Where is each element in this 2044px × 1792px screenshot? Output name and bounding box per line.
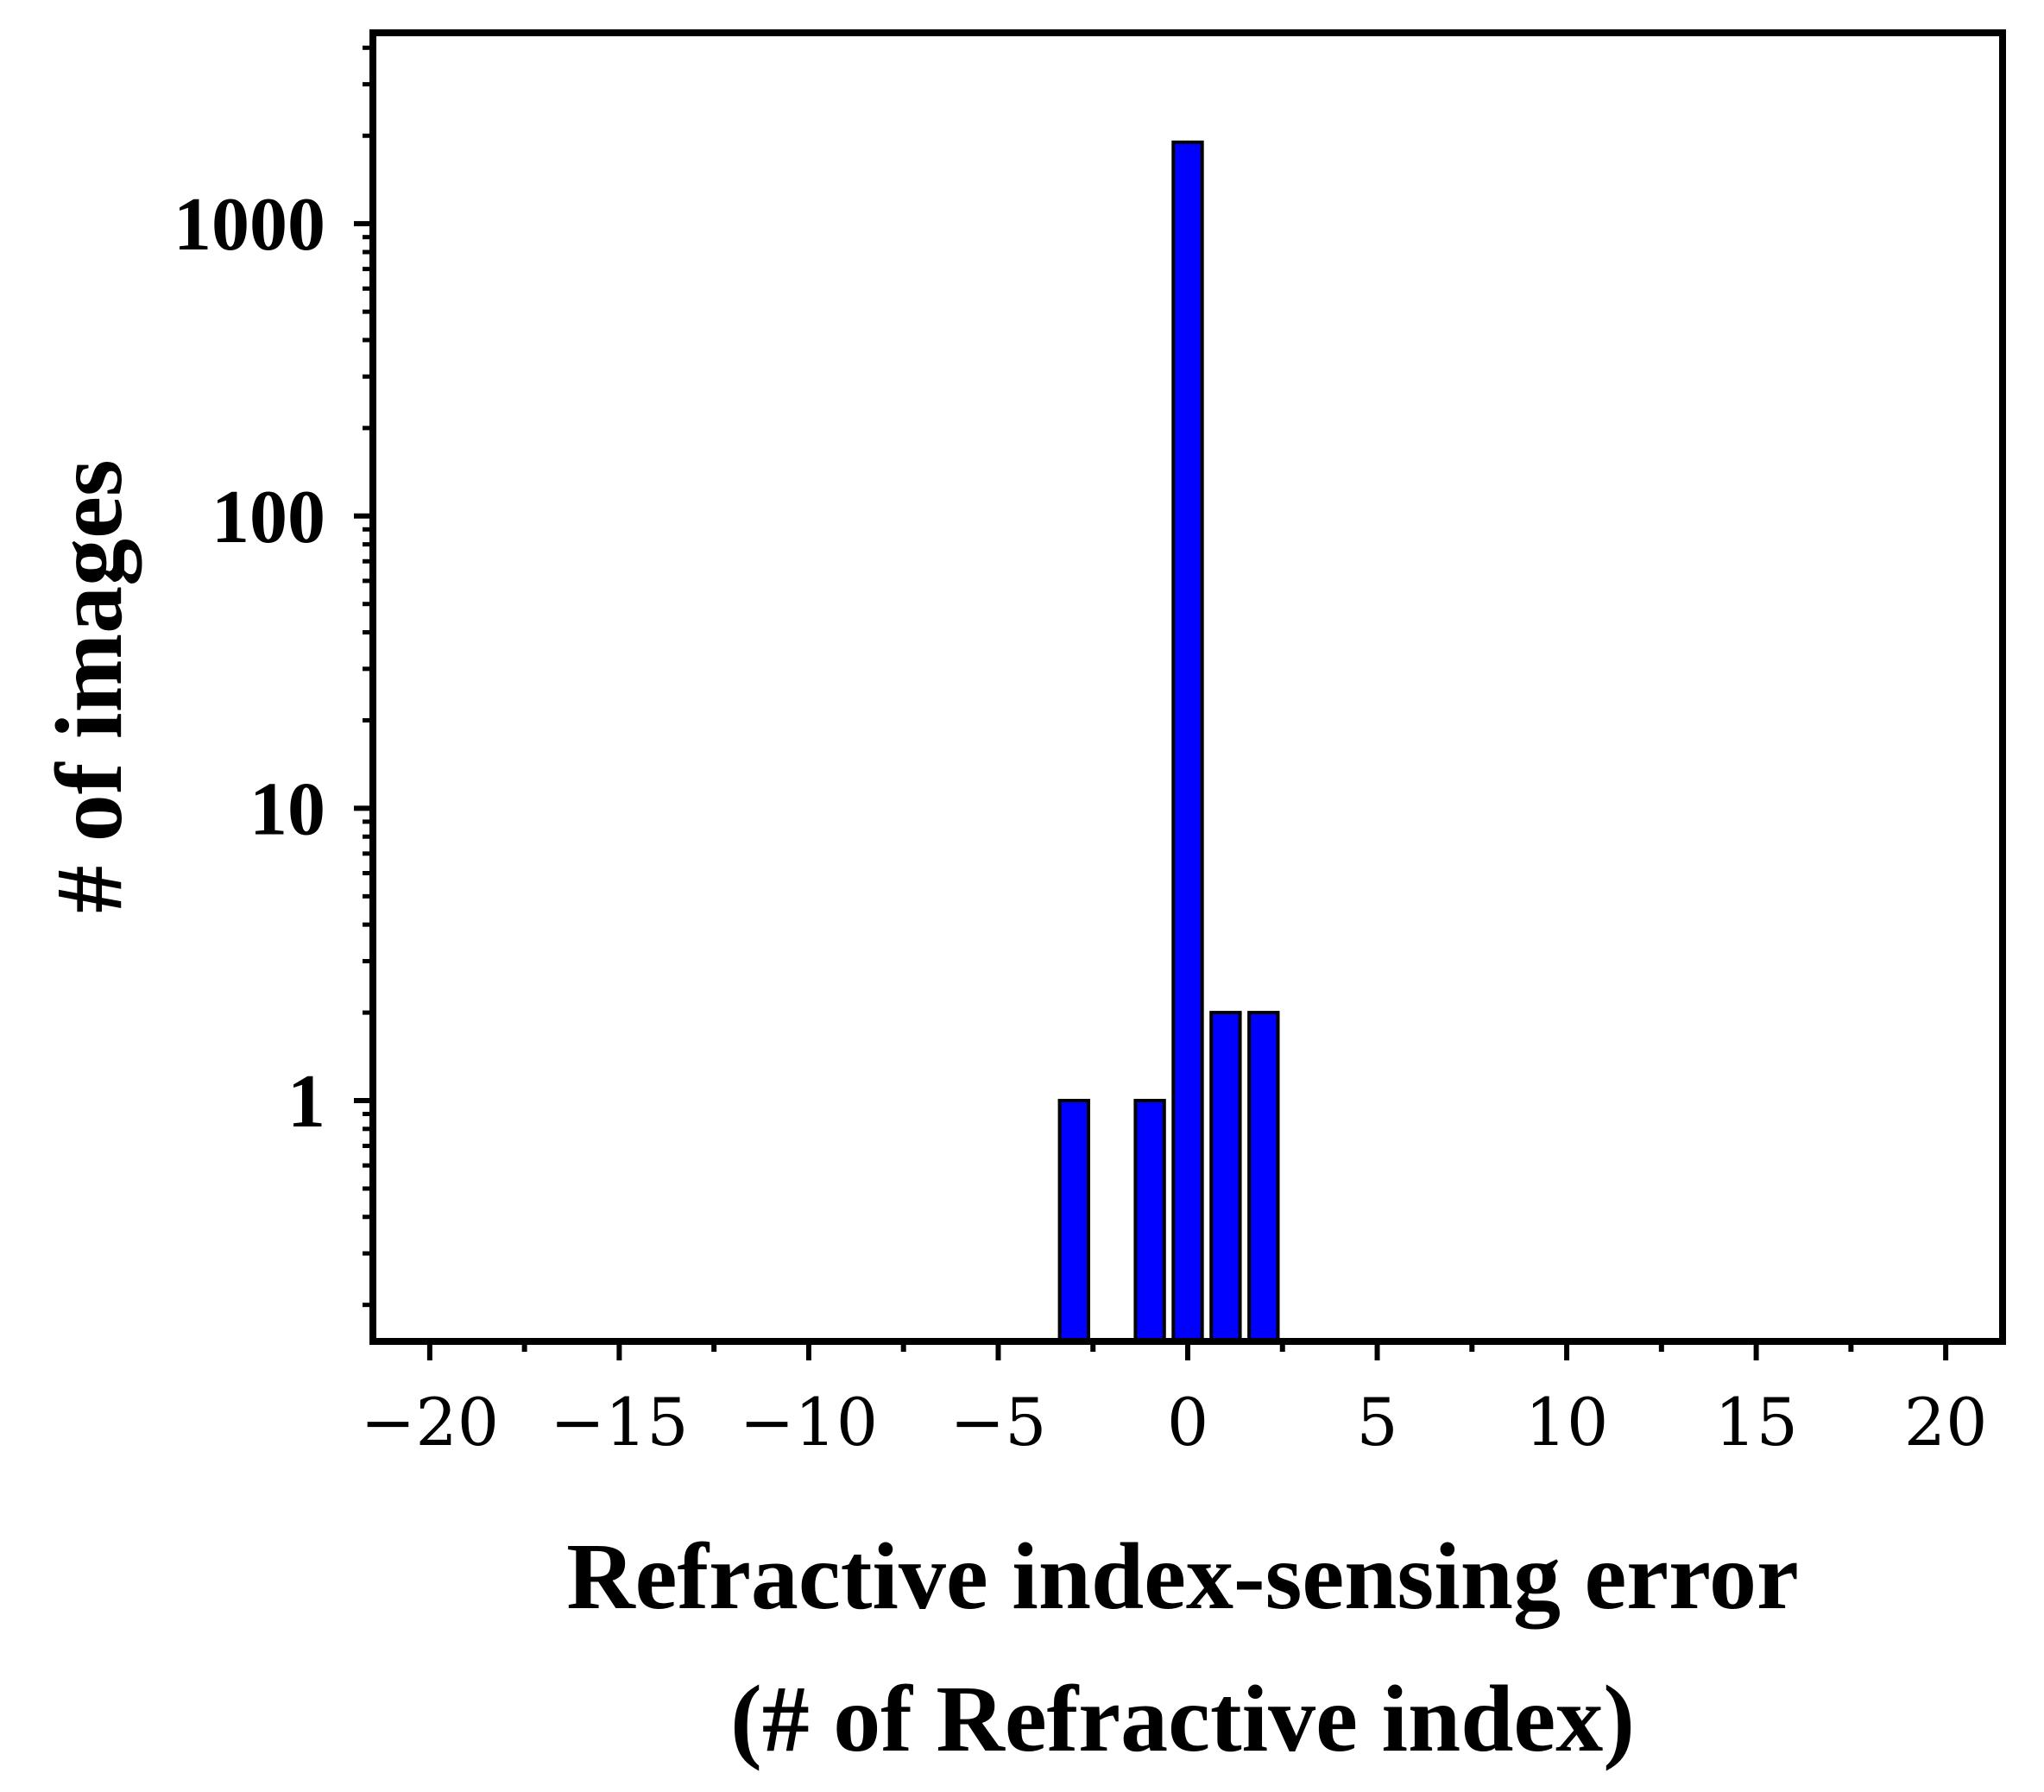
y-axis-title: # of images bbox=[36, 459, 142, 912]
x-tick-label: 10 bbox=[1525, 1384, 1609, 1461]
x-axis-title-line1: Refractive index-sensing error bbox=[566, 1524, 1799, 1629]
x-tick-label: −20 bbox=[361, 1384, 499, 1461]
bar bbox=[1209, 1011, 1242, 1343]
x-tick-label: 0 bbox=[1167, 1384, 1208, 1461]
y-tick-label: 1 bbox=[287, 1060, 325, 1144]
x-tick-label: 5 bbox=[1356, 1384, 1397, 1461]
bar bbox=[1133, 1099, 1166, 1343]
bars-group bbox=[1057, 140, 1280, 1344]
x-axis-title-line2: (# of Refractive index) bbox=[730, 1666, 1635, 1771]
y-tick-label: 10 bbox=[249, 767, 325, 851]
y-tick-label: 100 bbox=[211, 476, 325, 559]
x-tick-label: 15 bbox=[1714, 1384, 1798, 1461]
x-tick-label: −5 bbox=[949, 1384, 1046, 1461]
x-tick-label: 20 bbox=[1904, 1384, 1988, 1461]
bar bbox=[1057, 1099, 1090, 1343]
bar bbox=[1171, 140, 1204, 1344]
y-tick-label: 1000 bbox=[173, 183, 325, 267]
x-tick-label: −15 bbox=[550, 1384, 688, 1461]
x-tick-label: −10 bbox=[740, 1384, 878, 1461]
x-axis-ticks: −20 −15 −10 −5 0 5 10 15 20 bbox=[361, 1341, 1988, 1461]
bar bbox=[1247, 1011, 1280, 1343]
y-axis-ticks: 1 10 100 1000 bbox=[173, 45, 373, 1308]
